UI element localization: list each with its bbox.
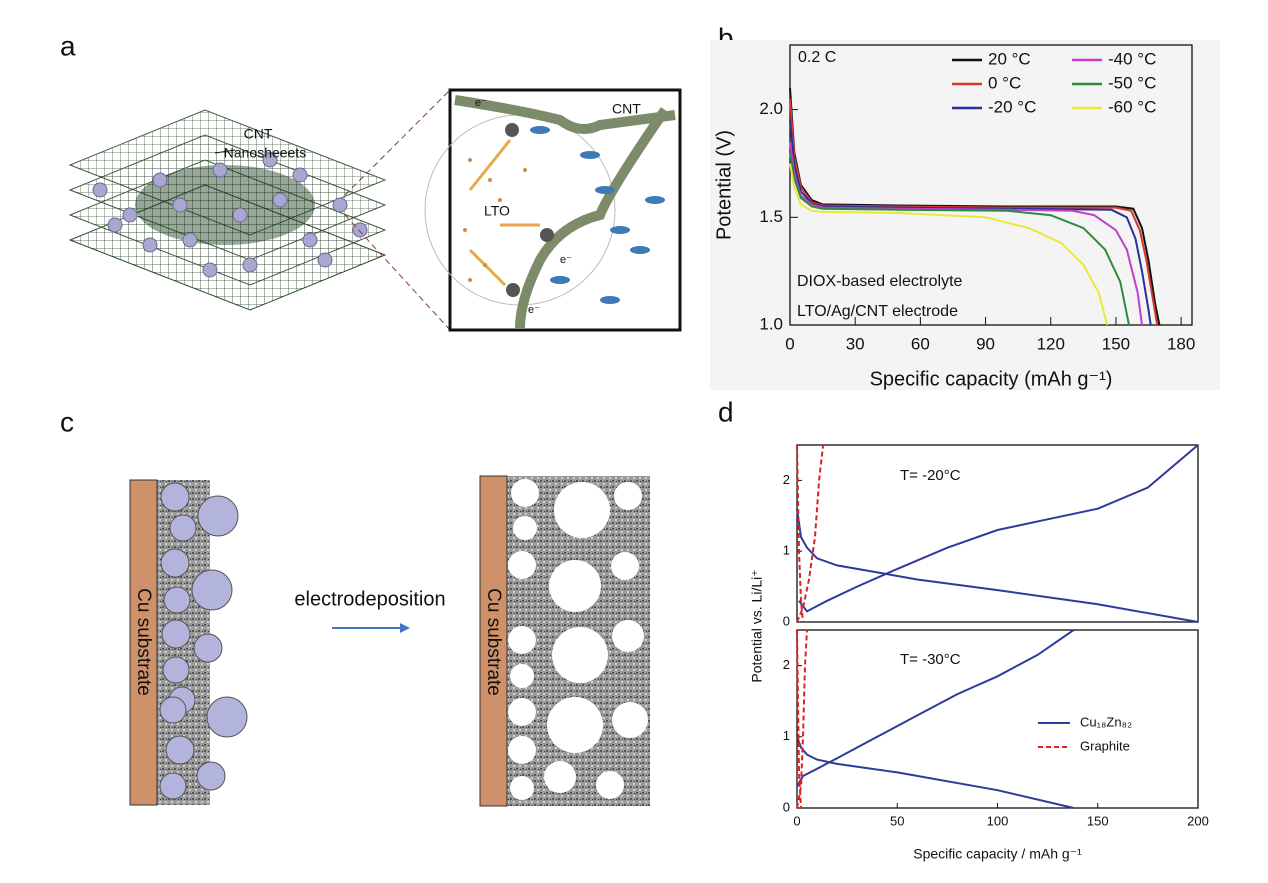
- x-tick-label: 90: [976, 334, 995, 353]
- x-tick-label: 150: [1102, 334, 1130, 353]
- y-tick-label: 0: [783, 799, 790, 814]
- substrate-label: Cu substrate: [133, 588, 154, 696]
- inset-lto-label: LTO: [484, 203, 510, 219]
- pointer: [214, 149, 236, 154]
- y-tick-label: 0: [783, 613, 790, 628]
- legend-label: 0 °C: [988, 73, 1021, 92]
- panel-label: a: [60, 30, 76, 61]
- substrate-label: Cu substrate: [483, 588, 504, 696]
- x-tick-label: 120: [1037, 334, 1065, 353]
- x-tick-label: 60: [911, 334, 930, 353]
- annotation: DIOX-based electrolyte: [797, 273, 963, 290]
- legend-label: -50 °C: [1108, 73, 1156, 92]
- annotation: 0.2 C: [798, 49, 836, 66]
- zoom-line: [344, 214, 451, 331]
- series-line: [789, 98, 1159, 326]
- x-tick-label: 50: [890, 813, 904, 828]
- electron-label: e⁻: [560, 254, 572, 266]
- x-tick-label: 180: [1167, 334, 1195, 353]
- y-tick-label: 2: [783, 472, 790, 487]
- annotation: LTO/Ag/CNT electrode: [797, 303, 958, 320]
- legend-label: 20 °C: [988, 49, 1031, 68]
- cnt-stack: [68, 109, 387, 311]
- plot-frame: [796, 629, 1199, 809]
- series-line: [796, 629, 1075, 788]
- panel-label: d: [718, 396, 734, 427]
- process-label: electrodeposition: [294, 588, 445, 610]
- x-tick-label: 150: [1087, 813, 1109, 828]
- legend-label: -40 °C: [1108, 49, 1156, 68]
- series-line: [796, 508, 1199, 623]
- y-tick-label: 1: [783, 543, 790, 558]
- inset: [424, 88, 682, 332]
- panel-label: c: [60, 406, 74, 437]
- x-tick-label: 200: [1187, 813, 1209, 828]
- electrode-before: [129, 479, 248, 806]
- series-line: [789, 163, 1109, 326]
- zoom-line: [344, 89, 451, 196]
- panel-b-background: [710, 40, 1220, 390]
- series-line: [796, 444, 825, 623]
- series-line: [796, 736, 1074, 809]
- process-arrow: [332, 623, 410, 633]
- electron-label: e⁻: [528, 304, 540, 316]
- y-tick-label: 1.5: [759, 207, 783, 226]
- series-line: [796, 444, 804, 623]
- electron-label: e⁻: [475, 97, 487, 109]
- x-axis-label: Specific capacity (mAh g⁻¹): [870, 368, 1113, 390]
- y-tick-label: 1: [783, 728, 790, 743]
- y-axis-label: Potential (V): [713, 130, 735, 240]
- y-tick-label: 2.0: [759, 99, 783, 118]
- legend-label: -20 °C: [988, 97, 1036, 116]
- x-axis-label: Specific capacity / mAh g⁻¹: [913, 846, 1082, 862]
- y-tick-label: 1.0: [759, 314, 783, 333]
- plot-frame: [796, 444, 1199, 623]
- series-line: [796, 629, 808, 809]
- inset-cnt-label: CNT: [612, 101, 641, 117]
- electrode-after: [479, 475, 650, 807]
- legend-label: Cu₁₈Zn₈₂: [1080, 714, 1132, 729]
- nanosheets-label: Nanosheeets: [224, 145, 307, 161]
- annotation: T= -30°C: [900, 651, 961, 668]
- legend-label: -60 °C: [1108, 97, 1156, 116]
- x-tick-label: 100: [987, 813, 1009, 828]
- x-tick-label: 0: [785, 334, 794, 353]
- series-line: [789, 152, 1130, 326]
- legend-label: Graphite: [1080, 738, 1130, 753]
- y-tick-label: 2: [783, 657, 790, 672]
- series-line: [789, 120, 1152, 326]
- x-tick-label: 30: [846, 334, 865, 353]
- plot-frame: [789, 44, 1193, 326]
- y-axis-label: Potential vs. Li/Li⁺: [749, 569, 765, 682]
- cnt-label: CNT: [244, 126, 273, 142]
- series-line: [798, 444, 1199, 613]
- annotation: T= -20°C: [900, 467, 961, 484]
- x-tick-label: 0: [793, 813, 800, 828]
